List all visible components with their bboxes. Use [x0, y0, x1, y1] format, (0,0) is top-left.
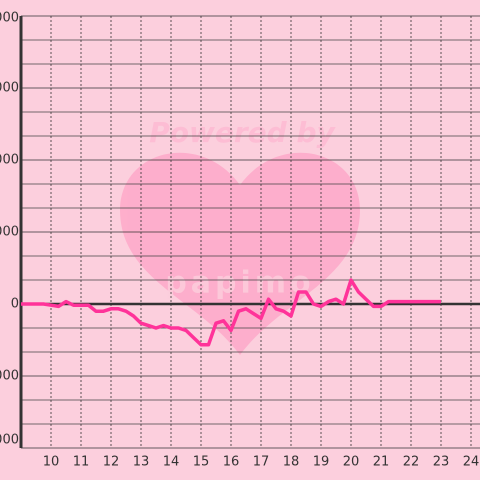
- y-tick-label: 12,000: [0, 11, 19, 26]
- x-tick-label: 11: [73, 455, 90, 470]
- x-tick-label: 22: [403, 455, 420, 470]
- x-tick-label: 15: [193, 455, 210, 470]
- y-tick-label: 0: [11, 297, 19, 312]
- y-tick-label: 6,000: [0, 153, 19, 168]
- x-tick-label: 10: [43, 455, 60, 470]
- x-tick-label: 19: [313, 455, 330, 470]
- x-tick-label: 18: [283, 455, 300, 470]
- data-line: [21, 278, 441, 347]
- y-tick-label: -6,000: [0, 433, 19, 448]
- x-tick-label: 16: [223, 455, 240, 470]
- x-tick-label: 24: [463, 455, 480, 470]
- x-tick-label: 12: [103, 455, 120, 470]
- watermark-heart: [120, 152, 360, 355]
- x-tick-label: 17: [253, 455, 270, 470]
- watermark-logo: papimo: [165, 266, 314, 301]
- x-tick-label: 14: [163, 455, 180, 470]
- watermark-text: Powered by: [149, 116, 336, 149]
- x-tick-label: 13: [133, 455, 150, 470]
- y-tick-label: 9,000: [0, 81, 19, 96]
- y-tick-label: -3,000: [0, 369, 19, 384]
- x-tick-label: 20: [343, 455, 360, 470]
- y-tick-label: 3,000: [0, 225, 19, 240]
- watermark: Powered by papimo: [120, 116, 360, 355]
- x-tick-label: 23: [433, 455, 450, 470]
- x-tick-label: 21: [373, 455, 390, 470]
